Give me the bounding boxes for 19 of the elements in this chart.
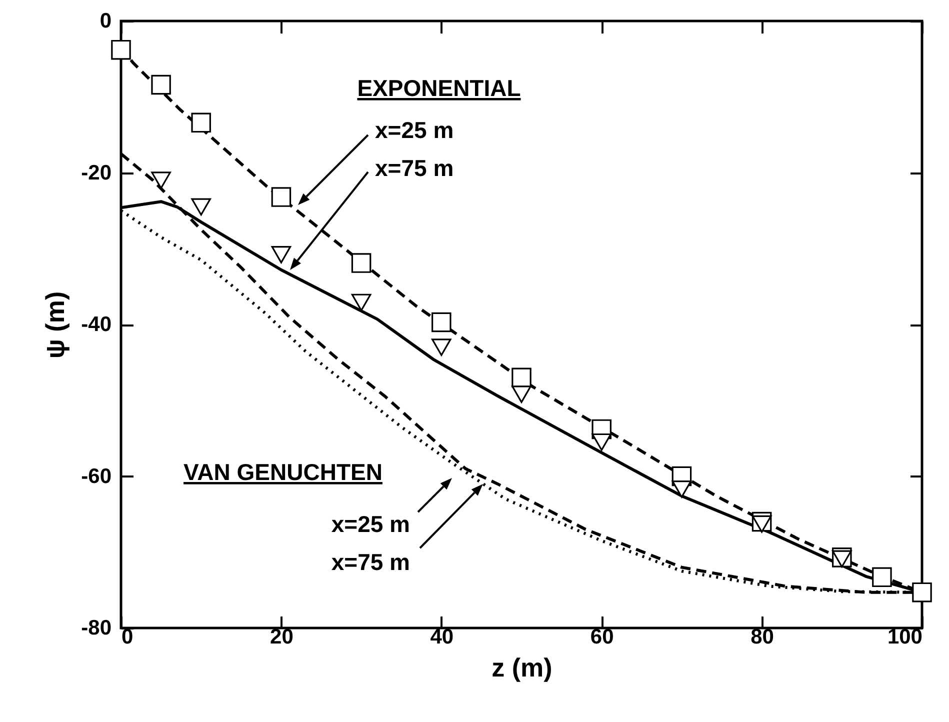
y-tick-label: -80: [81, 616, 112, 640]
x-tick-label: 80: [750, 626, 774, 648]
x-tick-label: 100: [887, 626, 922, 648]
y-tick-label: -40: [81, 313, 112, 336]
annotation: EXPONENTIAL: [357, 75, 521, 101]
y-tick-label: -20: [81, 161, 112, 184]
x-axis-title: z (m): [492, 652, 552, 682]
annotation: x=25 m: [331, 511, 410, 537]
y-tick-label: -60: [81, 464, 112, 488]
annotation: x=75 m: [375, 155, 454, 181]
y-axis-title: ψ (m): [40, 291, 70, 359]
x-tick-label: 0: [122, 626, 134, 648]
annotation: x=75 m: [331, 549, 410, 575]
x-tick-label: 40: [430, 626, 454, 648]
annotation: VAN GENUCHTEN: [184, 459, 382, 485]
x-tick-label: 60: [590, 626, 614, 648]
x-tick-label: 20: [270, 626, 294, 648]
y-tick-label: 0: [100, 10, 112, 32]
annotation: x=25 m: [375, 117, 454, 143]
